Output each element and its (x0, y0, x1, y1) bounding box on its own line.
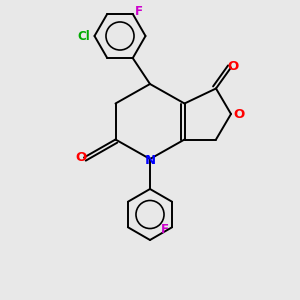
Text: O: O (227, 59, 238, 73)
Text: F: F (135, 5, 143, 18)
Text: O: O (233, 107, 244, 121)
Text: F: F (160, 223, 169, 236)
Text: O: O (75, 151, 87, 164)
Text: Cl: Cl (78, 29, 90, 43)
Text: N: N (144, 154, 156, 167)
